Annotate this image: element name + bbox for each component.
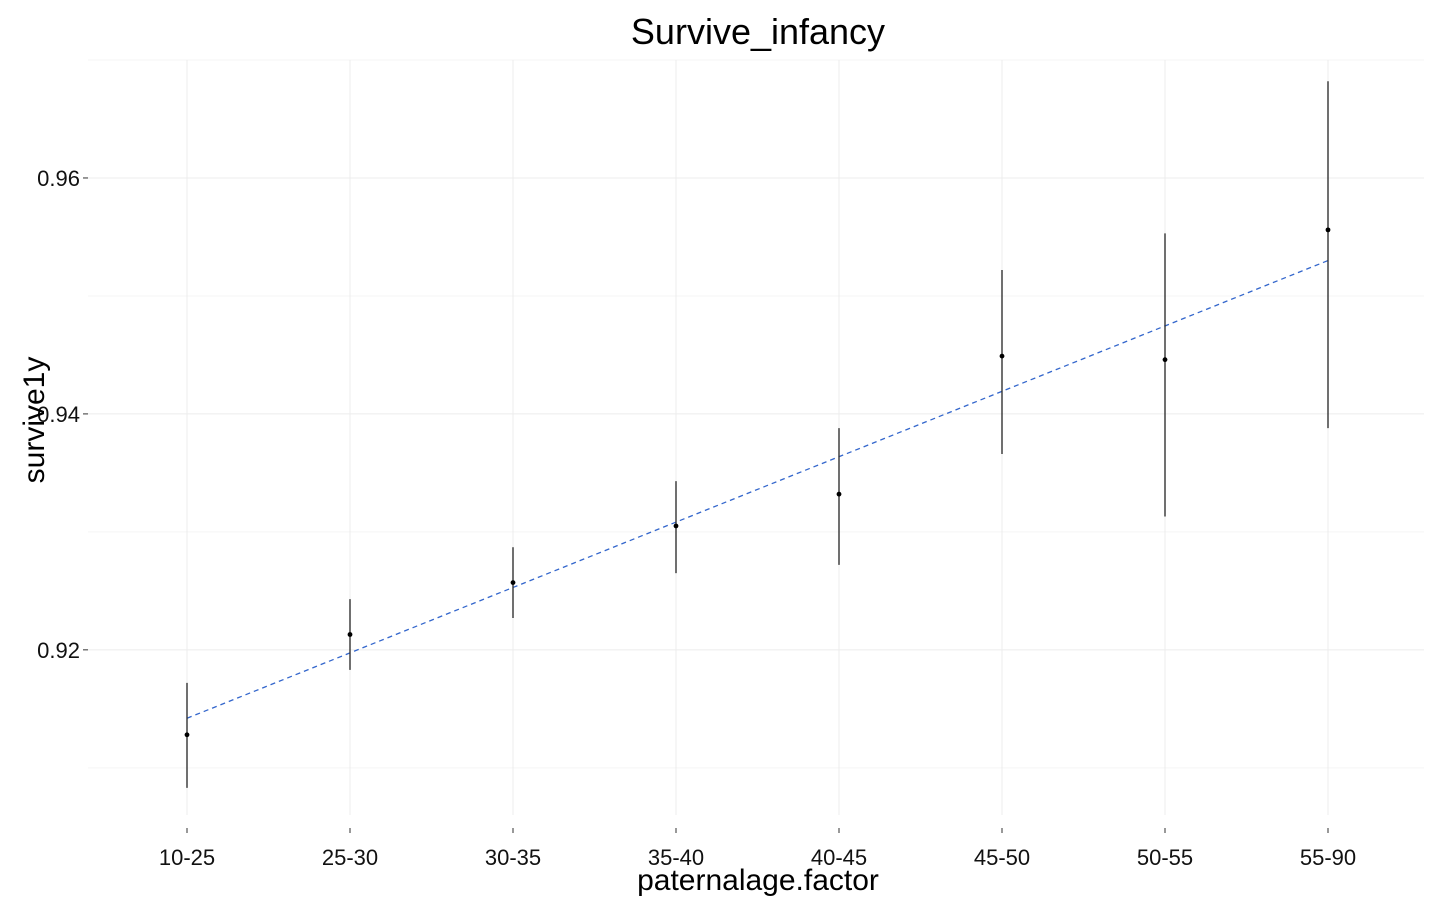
x-axis-title: paternalage.factor (637, 864, 879, 897)
data-point-30-35 (510, 580, 516, 586)
x-tick-label-55-90: 55-90 (1300, 845, 1356, 870)
y-axis: 0.92 0.94 0.96 (37, 166, 88, 663)
x-tick-label-35-40: 35-40 (648, 845, 704, 870)
data-point-55-90 (1325, 227, 1331, 233)
error-bars (186, 81, 1329, 788)
trend-line (186, 259, 1329, 719)
x-tick-label-25-30: 25-30 (322, 845, 378, 870)
x-tick-label-10-25: 10-25 (159, 845, 215, 870)
trend-line-group (186, 259, 1329, 719)
x-axis: 10-25 25-30 30-35 35-40 40-45 45-50 50-55 55-90 (159, 828, 1356, 870)
x-tick-label-30-35: 30-35 (485, 845, 541, 870)
data-point-10-25 (184, 732, 190, 738)
grid (88, 59, 1424, 815)
y-tick-label-2: 0.96 (37, 166, 80, 191)
y-axis-title: survive1y (18, 357, 51, 484)
data-point-25-30 (347, 632, 353, 637)
data-point-50-55 (1162, 357, 1168, 363)
x-tick-label-40-45: 40-45 (811, 845, 867, 870)
data-point-45-50 (999, 353, 1005, 359)
data-point-35-40 (673, 523, 679, 529)
y-tick-label-0: 0.92 (37, 638, 80, 663)
x-tick-label-45-50: 45-50 (974, 845, 1030, 870)
data-points (184, 227, 1331, 738)
x-tick-label-50-55: 50-55 (1137, 845, 1193, 870)
y-tick-label-1: 0.94 (37, 402, 80, 427)
data-point-40-45 (836, 491, 842, 497)
chart-title: Survive_infancy (631, 11, 885, 52)
